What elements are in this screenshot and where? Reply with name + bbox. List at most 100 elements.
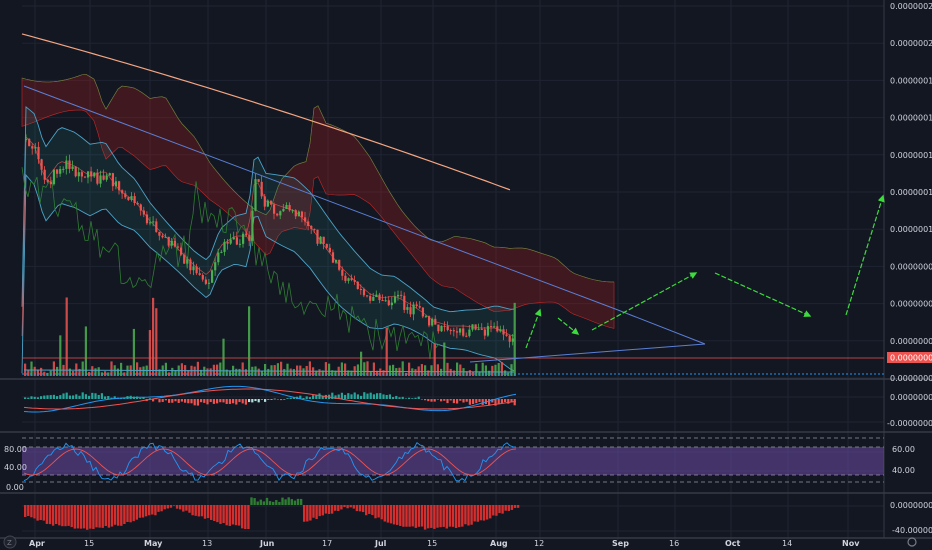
candle-body (276, 213, 279, 216)
price-axis[interactable]: 0.00000023 0.00000021 0.00000019 0.00000017… (890, 2, 932, 383)
time-label-6: Jul (374, 539, 387, 548)
macd-histogram-bar (174, 399, 177, 402)
oscillator-bar (70, 505, 73, 528)
oscillator-bar (197, 505, 200, 517)
volume-bar (276, 363, 279, 376)
candle-body (71, 166, 74, 169)
candle-body (316, 229, 319, 244)
volume-bar (446, 362, 449, 376)
price-pane[interactable] (21, 33, 885, 376)
oscillator-pane[interactable] (24, 497, 520, 530)
oscillator-bar (64, 505, 67, 527)
candle-body (449, 330, 452, 332)
candle-body (291, 210, 294, 212)
rsi-pane[interactable] (22, 437, 884, 483)
volume-bar (104, 371, 107, 376)
candle-body (462, 328, 465, 336)
candle-body (207, 282, 211, 284)
time-label-2: May (144, 539, 163, 548)
macd-histogram-bar (433, 399, 436, 402)
macd-histogram-bar (401, 396, 404, 399)
oscillator-bar (445, 505, 448, 529)
oscillator-bar (166, 505, 169, 509)
oscillator-bar (275, 500, 278, 505)
oscillator-bar (454, 505, 458, 529)
volume-bar (302, 368, 305, 376)
oscillator-bar (420, 505, 424, 527)
macd-histogram-bar (248, 399, 251, 403)
macd-histogram-bar (244, 399, 247, 405)
price-tick-10: 0.00000003 (890, 374, 932, 383)
oscillator-bar (151, 505, 154, 515)
oscillator-bar (442, 505, 445, 527)
macd-histogram-bar (40, 396, 43, 399)
macd-histogram-bar (395, 395, 398, 399)
candle-body (195, 266, 198, 274)
candle-body (238, 243, 242, 245)
oscillator-bar (430, 505, 433, 528)
candle-body (232, 237, 235, 240)
candle-body (158, 231, 161, 236)
time-axis[interactable]: Apr 15 May 13 Jun 17 Jul 15 Aug 12 Sep 16 Oct 14 Nov (29, 539, 860, 548)
macd-histogram-bar (513, 399, 516, 406)
volume-bar (510, 364, 513, 376)
candle-body (56, 169, 59, 174)
volume-bar (408, 362, 411, 376)
candle-body (201, 275, 204, 280)
oscillator-bar (182, 505, 185, 512)
oscillator-bar (104, 505, 107, 526)
time-label-12: Oct (725, 539, 741, 548)
oscillator-bar (352, 505, 355, 509)
volume-bar (500, 362, 503, 376)
settings-icon[interactable] (907, 537, 917, 547)
volume-bar (286, 363, 289, 376)
oscillator-bar (371, 505, 374, 516)
volume-bar (228, 370, 231, 376)
settings-gear-icon[interactable] (907, 537, 917, 547)
volume-bar (456, 362, 459, 376)
candle-body (90, 171, 93, 177)
price-tick-5: 0.00000013 (890, 188, 932, 197)
macd-histogram-bar (177, 399, 180, 403)
macd-histogram-bar (238, 399, 241, 403)
candle-body (471, 324, 474, 330)
candle-body (397, 294, 400, 297)
volume-bar (356, 364, 359, 376)
candle-body (77, 172, 80, 177)
oscillator-bar (516, 505, 520, 508)
volume-bar (88, 371, 91, 376)
macd-histogram-bar (392, 397, 395, 399)
logo-glyph: Z (7, 539, 12, 547)
candle-body (114, 181, 118, 187)
oscillator-bar (67, 505, 70, 526)
time-label-7: 15 (427, 539, 437, 548)
macd-histogram-bar (24, 397, 27, 399)
oscillator-bar (231, 505, 235, 525)
tradingview-logo[interactable]: Z (3, 535, 17, 549)
macd-histogram-bar (344, 394, 347, 399)
volume-bar (382, 370, 385, 376)
macd-pane[interactable] (23, 385, 517, 413)
candle-body (421, 307, 424, 317)
macd-histogram-bar (408, 397, 411, 399)
oscillator-bar (287, 497, 290, 505)
macd-histogram-bar (43, 395, 46, 399)
macd-histogram-bar (88, 395, 91, 399)
candle-body (381, 300, 384, 302)
volume-bar (158, 369, 161, 376)
volume-bar (436, 364, 439, 376)
macd-histogram-bar (113, 396, 116, 399)
candle-body (186, 259, 189, 264)
macd-histogram-bar (312, 395, 315, 399)
macd-histogram-bar (472, 399, 475, 405)
oscillator-bar (361, 505, 365, 513)
macd-histogram-bar (481, 399, 484, 405)
volume-bar (292, 369, 295, 376)
oscillator-bar (485, 505, 489, 520)
oscillator-bar (61, 505, 64, 527)
candle-body (353, 280, 356, 282)
oscillator-bar (123, 505, 126, 524)
volume-bar (260, 371, 263, 376)
